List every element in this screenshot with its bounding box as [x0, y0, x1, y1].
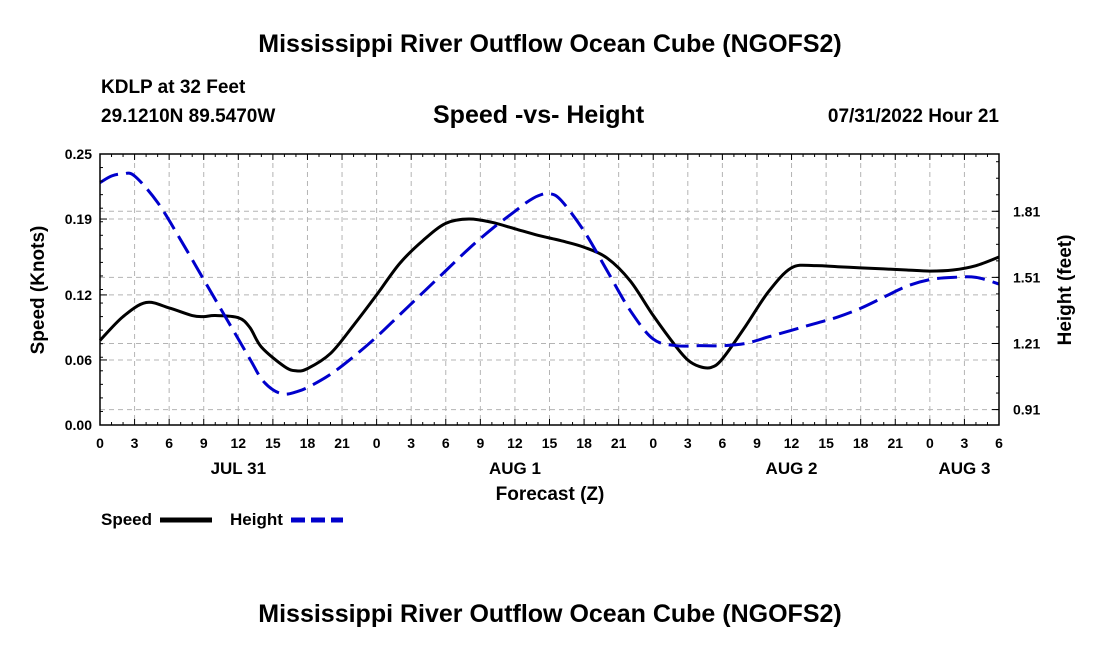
chart-title: Mississippi River Outflow Ocean Cube (NG…	[258, 30, 842, 58]
x-tick-label: 12	[507, 435, 523, 451]
speed-height-chart: 0 3 6 9 12 15 18 21 0 3 6 9 12 15 18 21 0 3 6 9 12 15 18 21 0 3 6 J…	[28, 146, 1076, 529]
series-line-speed	[98, 217, 1000, 373]
x-tick-label: 9	[476, 435, 484, 451]
x-tick-label: 21	[334, 435, 350, 451]
y-axis-title: Speed (Knots)	[28, 226, 49, 355]
x-tick-label: 9	[200, 435, 208, 451]
x-day-label: AUG 1	[489, 459, 541, 478]
station-label: KDLP at 32 Feet	[101, 77, 246, 98]
x-tick-label: 21	[611, 435, 627, 451]
station-coordinates: 29.1210N 89.5470W	[101, 106, 276, 127]
chart-subtitle: Speed -vs- Height	[433, 101, 645, 129]
x-tick-label: 0	[96, 435, 104, 451]
x-day-label: JUL 31	[211, 459, 266, 478]
bottom-title: Mississippi River Outflow Ocean Cube (NG…	[258, 600, 842, 628]
x-axis-title: Forecast (Z)	[496, 484, 605, 505]
x-tick-label: 18	[853, 435, 869, 451]
x-tick-label: 0	[926, 435, 934, 451]
axes: 0 3 6 9 12 15 18 21 0 3 6 9 12 15 18 21 0 3 6 9 12 15 18 21 0 3 6 J…	[65, 146, 1041, 478]
y2-tick-label: 0.91	[1013, 402, 1040, 418]
x-tick-label: 18	[300, 435, 316, 451]
y2-tick-label: 1.51	[1013, 269, 1040, 285]
y-tick-label: 0.25	[65, 146, 92, 162]
x-tick-label: 6	[165, 435, 173, 451]
series-lines	[98, 171, 1000, 396]
x-tick-label: 9	[753, 435, 761, 451]
x-tick-label: 21	[887, 435, 903, 451]
legend: Speed Height	[101, 510, 343, 529]
series-line-height	[99, 171, 1000, 396]
x-tick-label: 3	[684, 435, 692, 451]
y-tick-label: 0.19	[65, 211, 92, 227]
x-tick-label: 6	[718, 435, 726, 451]
x-day-label: AUG 2	[766, 459, 818, 478]
x-tick-label: 3	[407, 435, 415, 451]
x-tick-label: 0	[649, 435, 657, 451]
y-tick-label: 0.00	[65, 417, 92, 433]
x-tick-label: 18	[576, 435, 592, 451]
x-day-label: AUG 3	[938, 459, 990, 478]
y-tick-label: 0.06	[65, 352, 92, 368]
forecast-date: 07/31/2022 Hour 21	[827, 106, 999, 127]
x-tick-label: 12	[231, 435, 247, 451]
x-tick-label: 15	[265, 435, 281, 451]
x-tick-label: 0	[373, 435, 381, 451]
y-tick-label: 0.12	[65, 287, 92, 303]
x-tick-label: 15	[542, 435, 558, 451]
y2-axis-title: Height (feet)	[1055, 235, 1076, 346]
legend-label-speed: Speed	[101, 510, 152, 529]
x-tick-label: 12	[784, 435, 800, 451]
grid-lines	[100, 154, 999, 425]
x-tick-label: 3	[961, 435, 969, 451]
x-tick-label: 6	[442, 435, 450, 451]
x-tick-label: 3	[131, 435, 139, 451]
legend-label-height: Height	[230, 510, 283, 529]
y2-tick-label: 1.21	[1013, 335, 1040, 351]
y2-tick-label: 1.81	[1013, 203, 1040, 219]
x-tick-label: 6	[995, 435, 1003, 451]
x-tick-label: 15	[818, 435, 834, 451]
